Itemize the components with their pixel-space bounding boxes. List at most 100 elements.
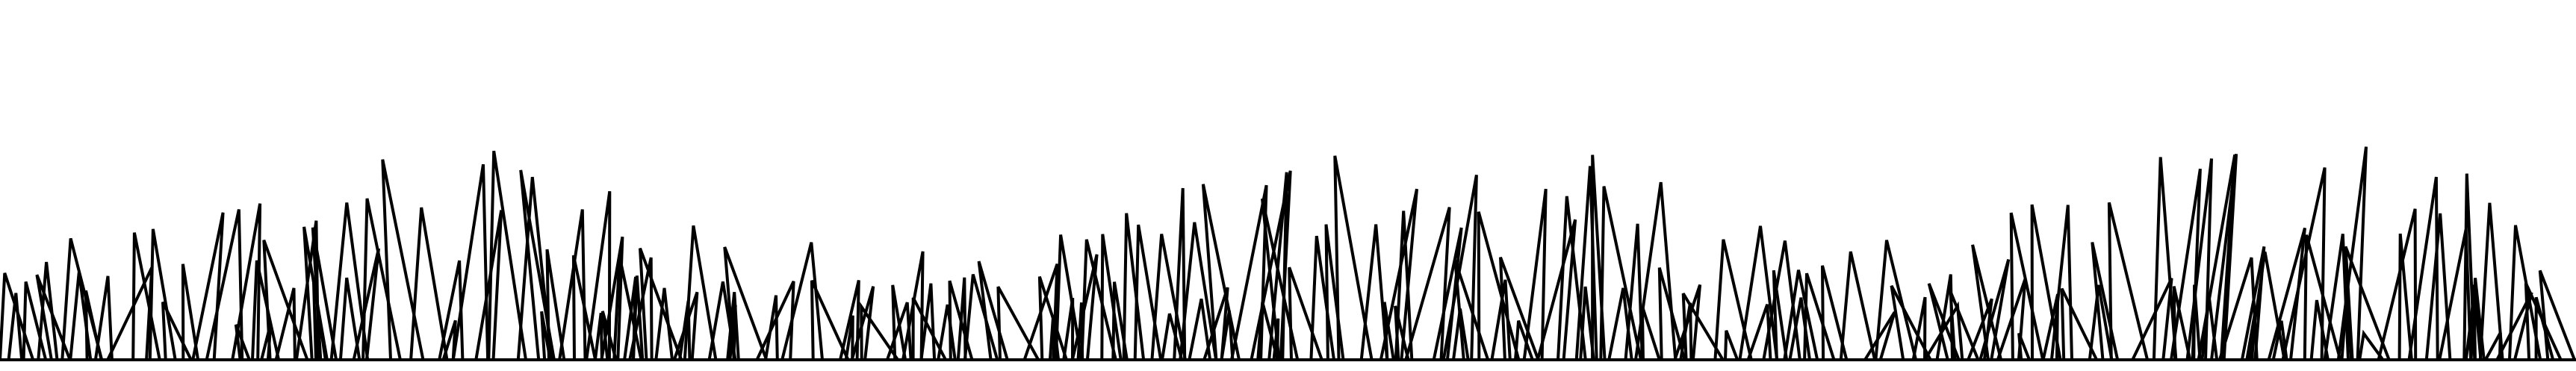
grass-blade [1179,222,1218,361]
grass-blade [1574,166,1598,361]
grass-blade [311,277,327,361]
grass-blade [2017,332,2031,361]
grass-blade [2344,246,2391,361]
grass-blade [1803,272,1836,361]
grass-blade [2060,287,2098,361]
grass-blade [2152,157,2178,361]
grass-blade [93,275,114,361]
grass-blade [381,159,425,361]
grass-blade [2524,282,2563,361]
grass-blade [2303,234,2342,361]
grass-blade [1746,304,1772,361]
grass-blade [2240,246,2266,361]
grass-blade [2508,225,2542,361]
grass-blade [1724,330,1739,361]
grass-blade [234,324,251,361]
grass-blade [1762,240,1801,361]
grass-blade [919,283,937,361]
grass-blade [191,212,225,361]
grass-blade [1122,213,1146,361]
grass-blade [1188,299,1212,361]
grass-blade [1713,239,1753,361]
grass-blade [1441,174,1478,361]
grass-blade [632,275,645,361]
grass-blade [1788,297,1811,361]
grass-blade [2107,202,2150,361]
grass-blade [2484,331,2502,361]
grass-blade [1911,296,1927,361]
grass-blade [1514,319,1534,361]
grass-blade [262,240,309,361]
grass-blade [1394,211,1414,361]
grass-blade [519,169,556,361]
grass-blade [1599,186,1642,361]
grass-blade [2030,204,2062,361]
grass-blade [1681,293,1725,361]
grass-blade [2267,227,2306,361]
grass-blade [1201,184,1241,361]
grass-blade [2309,299,2330,361]
grass-blade [860,302,899,361]
grass-blade [723,246,769,361]
grass-blade [474,210,503,361]
grass-blade [1202,287,1229,361]
grass-blade [1499,257,1540,361]
grass-blade [409,207,449,361]
grass-blade [148,228,177,361]
grass-blade [1634,181,1677,361]
grass-blade [1261,198,1300,361]
grass-blade [726,292,740,361]
grass-blade [438,260,465,361]
grass-blade [1536,219,1577,361]
grass-blade [956,277,967,361]
grass-blade [2424,213,2452,361]
grass-blade [1379,188,1418,361]
grass-blade [810,279,850,361]
grass-blade [1978,259,2011,361]
grass-blade [1640,305,1661,361]
grass-blade [844,315,854,361]
grass-blade [593,312,603,361]
grass-blade [1173,187,1187,361]
grass-blade [2358,329,2385,361]
grass-blade [1673,284,1702,361]
grass-blade [1394,305,1410,361]
grass-blade [1324,224,1345,361]
grass-blade [1161,313,1184,361]
grass-blade [1382,302,1395,361]
grass-blade [764,295,779,361]
grass-blade [1333,155,1374,361]
grass-blade [891,284,907,361]
grass-blade [2192,284,2202,361]
grass-blade [839,279,860,361]
grass-blade [487,150,527,361]
grass-blade [2538,269,2576,361]
grass-blade [1874,240,1918,361]
grass-blade [7,293,24,361]
grass-blade [1133,224,1163,361]
grass-blade [161,301,193,361]
grass-blade [683,225,718,361]
grass-blade [2478,202,2504,361]
grass-blade [585,191,612,361]
grass-blade [996,286,1040,361]
grass-blade [780,242,824,361]
grass-blade [274,287,297,361]
grass-blade [2131,277,2173,361]
grass-blade [2091,242,2120,361]
grass-blade [181,264,200,361]
grass-blade [963,274,999,361]
grass-blade [1490,279,1512,361]
grass-blade [1256,302,1279,361]
grass-blade [1949,290,1980,361]
grass-blade [311,227,338,361]
grass-blade [1783,269,1819,361]
grass-blade [1657,267,1686,361]
grass-blade [639,247,683,361]
grass-blade [545,249,566,361]
grass-blade [231,203,262,361]
grass-blade [2472,284,2483,361]
grass-blade [338,277,361,361]
